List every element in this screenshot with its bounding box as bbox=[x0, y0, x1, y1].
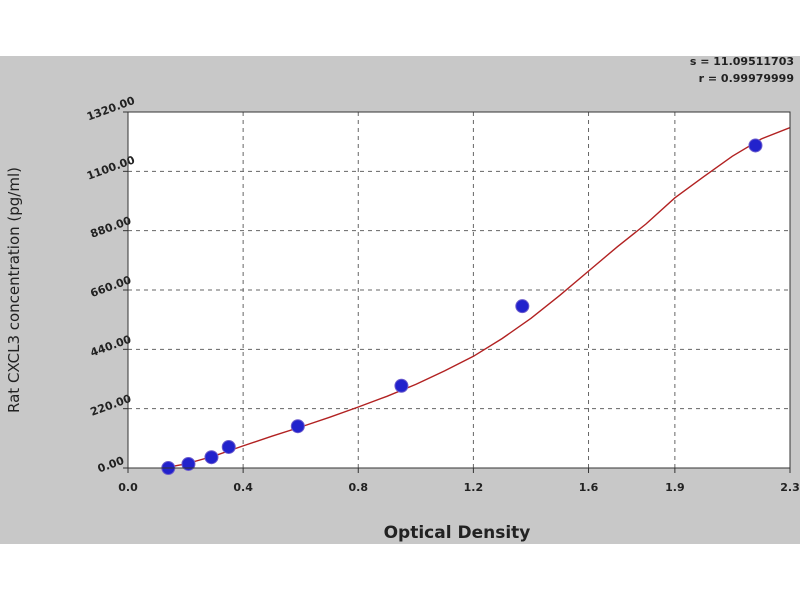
x-axis-label: Optical Density bbox=[384, 523, 531, 543]
x-tick-label: 2.3 bbox=[780, 481, 800, 494]
x-tick-label: 1.6 bbox=[579, 481, 599, 494]
plot-border bbox=[127, 111, 791, 469]
y-axis-label: Rat CXCL3 concentration (pg/ml) bbox=[5, 167, 23, 413]
data-point bbox=[221, 439, 236, 454]
fit-curve bbox=[159, 126, 790, 468]
data-point bbox=[204, 450, 219, 465]
data-point bbox=[290, 419, 305, 434]
data-point bbox=[515, 299, 530, 314]
y-tick-label: 220.00 bbox=[89, 392, 134, 419]
y-tick-label: 440.00 bbox=[89, 333, 134, 360]
x-tick-label: 0.0 bbox=[118, 481, 138, 494]
x-tick-label: 1.9 bbox=[665, 481, 685, 494]
data-point bbox=[748, 138, 763, 153]
fit-curve-group bbox=[159, 126, 790, 468]
data-points bbox=[161, 138, 763, 475]
grid bbox=[128, 112, 790, 468]
stat-s: s = 11.09511703 bbox=[689, 55, 794, 68]
y-tick-label: 0.00 bbox=[96, 454, 126, 476]
x-tick-label: 0.4 bbox=[233, 481, 253, 494]
x-tick-label: 1.2 bbox=[464, 481, 484, 494]
stat-r: r = 0.99979999 bbox=[698, 72, 794, 85]
data-point bbox=[394, 378, 409, 393]
y-tick-label: 880.00 bbox=[89, 214, 134, 241]
y-tick-label: 660.00 bbox=[89, 273, 134, 300]
data-point bbox=[181, 456, 196, 471]
x-tick-label: 0.8 bbox=[349, 481, 369, 494]
